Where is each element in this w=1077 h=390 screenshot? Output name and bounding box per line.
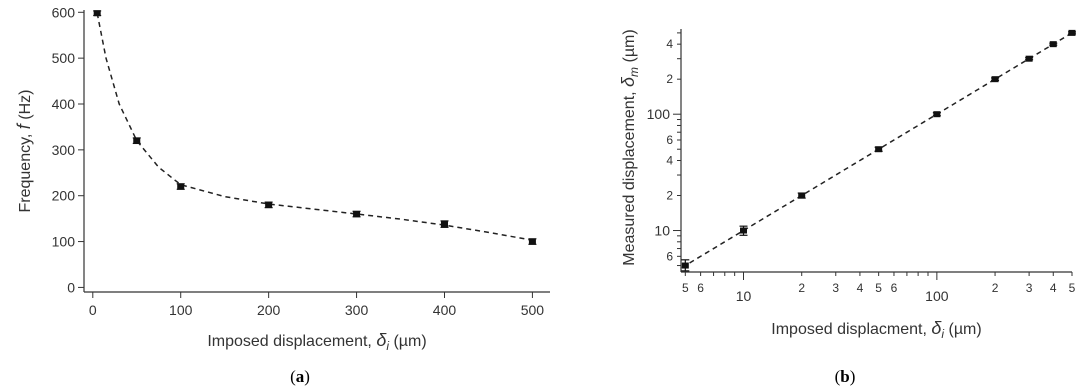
x-minor-tick-label: 2 — [798, 281, 805, 295]
panel-label-a: (a) — [290, 367, 310, 386]
data-point — [353, 211, 361, 218]
y-minor-tick-label: 6 — [666, 249, 673, 263]
x-axis-label-symbol: δ — [376, 330, 387, 350]
y-axis-label-text: Measured displacement, — [621, 87, 638, 266]
x-tick-label: 200 — [257, 302, 281, 318]
x-axis-label-unit: (µm) — [389, 333, 427, 350]
panel-label-b: (b) — [835, 367, 856, 386]
y-axis-label-text: Frequency, — [17, 129, 34, 212]
x-minor-tick-label: 4 — [857, 281, 864, 295]
y-axis-label-unit: (Hz) — [17, 90, 34, 125]
y-minor-tick-label: 4 — [666, 37, 673, 51]
y-tick-label: 200 — [52, 188, 76, 204]
data-point — [681, 262, 689, 269]
x-tick-label: 500 — [521, 302, 545, 318]
panel-label-b-letter: b — [840, 367, 849, 386]
y-axis-label: Frequency, f (Hz) — [14, 90, 34, 213]
y-tick-label: 500 — [52, 50, 76, 66]
data-point — [1025, 55, 1033, 62]
y-axis-label-subscript: m — [627, 67, 641, 77]
y-tick-label: 0 — [67, 279, 75, 295]
data-point — [933, 111, 941, 118]
y-minor-tick-label: 6 — [666, 133, 673, 147]
y-major-tick-label: 10 — [654, 223, 670, 239]
y-minor-tick-label: 4 — [666, 153, 673, 167]
x-axis-label-unit: (µm) — [944, 321, 982, 338]
data-point — [528, 238, 536, 245]
panel-label-a-letter: a — [296, 367, 305, 386]
x-minor-tick-label: 3 — [1026, 281, 1033, 295]
data-point — [991, 76, 999, 83]
x-axis-label: Imposed displacment, δi (µm) — [771, 318, 981, 341]
y-minor-tick-label: 2 — [666, 72, 673, 86]
y-minor-tick-label: 2 — [666, 189, 673, 203]
data-point — [440, 221, 448, 228]
panel-label-a-open: ( — [290, 367, 296, 386]
panel-label-b-close: ) — [850, 367, 856, 386]
x-tick-label: 400 — [433, 302, 457, 318]
panel-label-b-open: ( — [835, 367, 841, 386]
x-major-tick-label: 100 — [925, 288, 949, 304]
x-minor-tick-label: 3 — [832, 281, 839, 295]
x-axis-label-subscript: i — [941, 327, 944, 341]
x-tick-label: 100 — [169, 302, 193, 318]
x-minor-tick-label: 5 — [682, 281, 689, 295]
x-minor-tick-label: 4 — [1050, 281, 1057, 295]
y-axis-label-symbol: f — [14, 122, 34, 129]
y-tick-label: 100 — [52, 234, 76, 250]
y-tick-label: 400 — [52, 96, 76, 112]
x-minor-tick-label: 6 — [697, 281, 704, 295]
y-tick-label: 300 — [52, 142, 76, 158]
x-axis-label: Imposed displacement, δi (µm) — [207, 330, 426, 353]
data-point — [93, 10, 101, 17]
y-major-tick-label: 100 — [647, 106, 671, 122]
x-major-tick-label: 10 — [736, 288, 752, 304]
x-minor-tick-label: 5 — [1069, 281, 1076, 295]
y-axis-label-unit: (µm) — [621, 29, 638, 67]
x-tick-label: 300 — [345, 302, 369, 318]
y-axis-label-symbol: δ — [618, 76, 638, 87]
x-axis-label-text: Imposed displacement, — [207, 333, 376, 350]
data-point — [265, 201, 273, 208]
data-point — [875, 146, 883, 153]
x-minor-tick-label: 2 — [992, 281, 999, 295]
chart-a: 0 100 200 300 400 500 600 0 100 200 300 400 500 Impos… — [14, 4, 550, 386]
data-point — [1068, 29, 1076, 36]
x-axis-label-symbol: δ — [931, 318, 942, 338]
y-tick-label: 600 — [52, 4, 76, 20]
data-point — [740, 227, 748, 234]
y-axis-label: Measured displacement, δm (µm) — [618, 29, 641, 265]
fit-line — [96, 13, 533, 241]
data-point — [133, 137, 141, 144]
x-minor-tick-label: 5 — [875, 281, 882, 295]
data-point — [1049, 41, 1057, 48]
x-tick-label: 0 — [89, 302, 97, 318]
x-axis-label-text: Imposed displacment, — [771, 321, 931, 338]
data-point — [798, 192, 806, 199]
x-minor-tick-label: 6 — [891, 281, 898, 295]
data-point — [177, 183, 185, 190]
x-axis-label-subscript: i — [386, 339, 389, 353]
panel-label-a-close: ) — [304, 367, 310, 386]
